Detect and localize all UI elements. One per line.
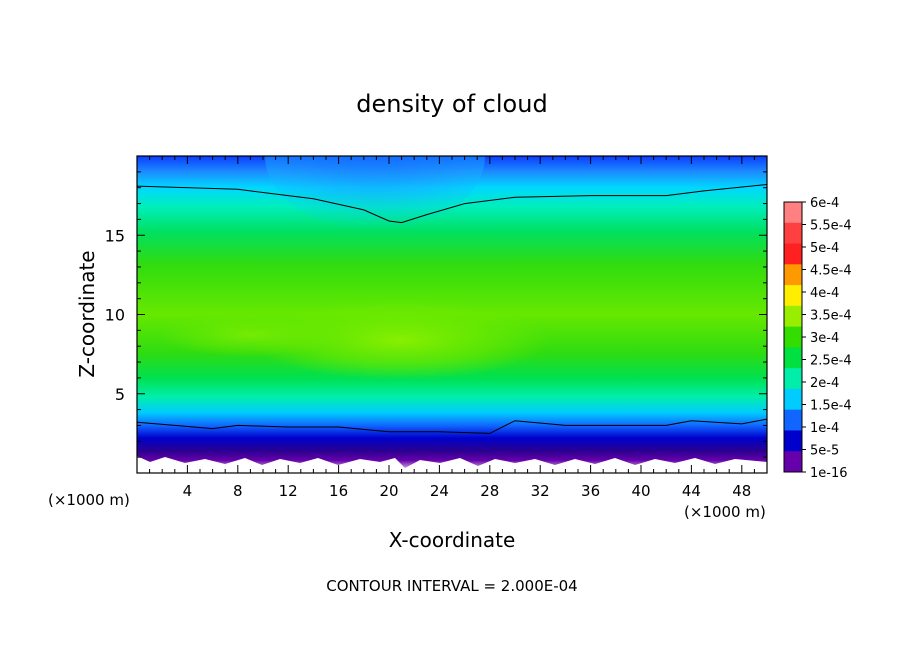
colorbar-label: 5.5e-4 <box>810 219 852 234</box>
x-tick-label: 8 <box>233 482 243 500</box>
x-tick-label: 12 <box>279 482 298 500</box>
colorbar-swatch <box>784 388 802 411</box>
colorbar-swatch <box>784 326 802 348</box>
x-tick-label: 24 <box>430 482 449 500</box>
colorbar-swatch <box>784 347 802 369</box>
colorbar-label: 4e-4 <box>810 286 839 301</box>
x-tick-label: 28 <box>480 482 499 500</box>
x-tick-label: 16 <box>329 482 348 500</box>
colorbar-label: 2.5e-4 <box>810 354 852 369</box>
contour-layer <box>137 184 767 434</box>
colorbar-swatch <box>784 285 802 307</box>
y-axis-label: Z-coordinate <box>75 250 99 377</box>
colorbar-swatch <box>784 243 802 265</box>
contour-line-0 <box>137 184 767 224</box>
x-tick-label: 40 <box>631 482 650 500</box>
field-core <box>250 300 550 380</box>
contour-line-1 <box>137 418 767 434</box>
x-tick-label: 4 <box>183 482 193 500</box>
x-unit-right: (×1000 m) <box>684 503 766 521</box>
colorbar-label: 1e-4 <box>810 421 839 436</box>
colorbar-label: 1e-16 <box>810 466 848 481</box>
field-top-dip <box>265 156 485 231</box>
colorbar-swatch <box>784 305 802 328</box>
x-axis-label: X-coordinate <box>389 528 516 552</box>
colorbar-swatch <box>784 222 802 245</box>
y-tick-label: 10 <box>105 306 125 325</box>
x-tick-label: 32 <box>531 482 550 500</box>
colorbar-swatch <box>784 451 802 473</box>
colorbar-label: 2e-4 <box>810 376 839 391</box>
colorbar-label: 1.5e-4 <box>810 399 852 414</box>
x-tick-label: 48 <box>732 482 751 500</box>
field-bottom-edge <box>137 456 767 473</box>
colorbar-label: 4.5e-4 <box>810 264 852 279</box>
colorbar-swatch <box>784 409 802 431</box>
colorbar: 6e-4 5.5e-4 5e-4 4.5e-4 4e-4 3.5e-4 3e-4 2.5e-4… <box>783 196 852 481</box>
x-tick-label: 20 <box>379 482 398 500</box>
colorbar-label: 5e-5 <box>810 444 839 459</box>
plot-field <box>137 156 767 473</box>
x-tick-label: 36 <box>581 482 600 500</box>
x-tick-label: 44 <box>682 482 701 500</box>
field-core-left <box>160 313 340 357</box>
colorbar-label: 3.5e-4 <box>810 309 852 324</box>
colorbar-label: 5e-4 <box>810 241 839 256</box>
colorbar-swatch <box>784 430 802 452</box>
y-tick-label: 5 <box>115 385 125 404</box>
colorbar-swatch <box>784 368 802 390</box>
x-unit-left: (×1000 m) <box>48 491 130 509</box>
colorbar-label: 6e-4 <box>810 196 839 211</box>
colorbar-swatch <box>784 202 802 224</box>
y-tick-label: 15 <box>105 226 125 245</box>
chart-title: density of cloud <box>356 90 547 118</box>
colorbar-label: 3e-4 <box>810 331 839 346</box>
contour-interval-footer: CONTOUR INTERVAL = 2.000E-04 <box>326 577 577 595</box>
colorbar-swatch <box>784 264 802 286</box>
